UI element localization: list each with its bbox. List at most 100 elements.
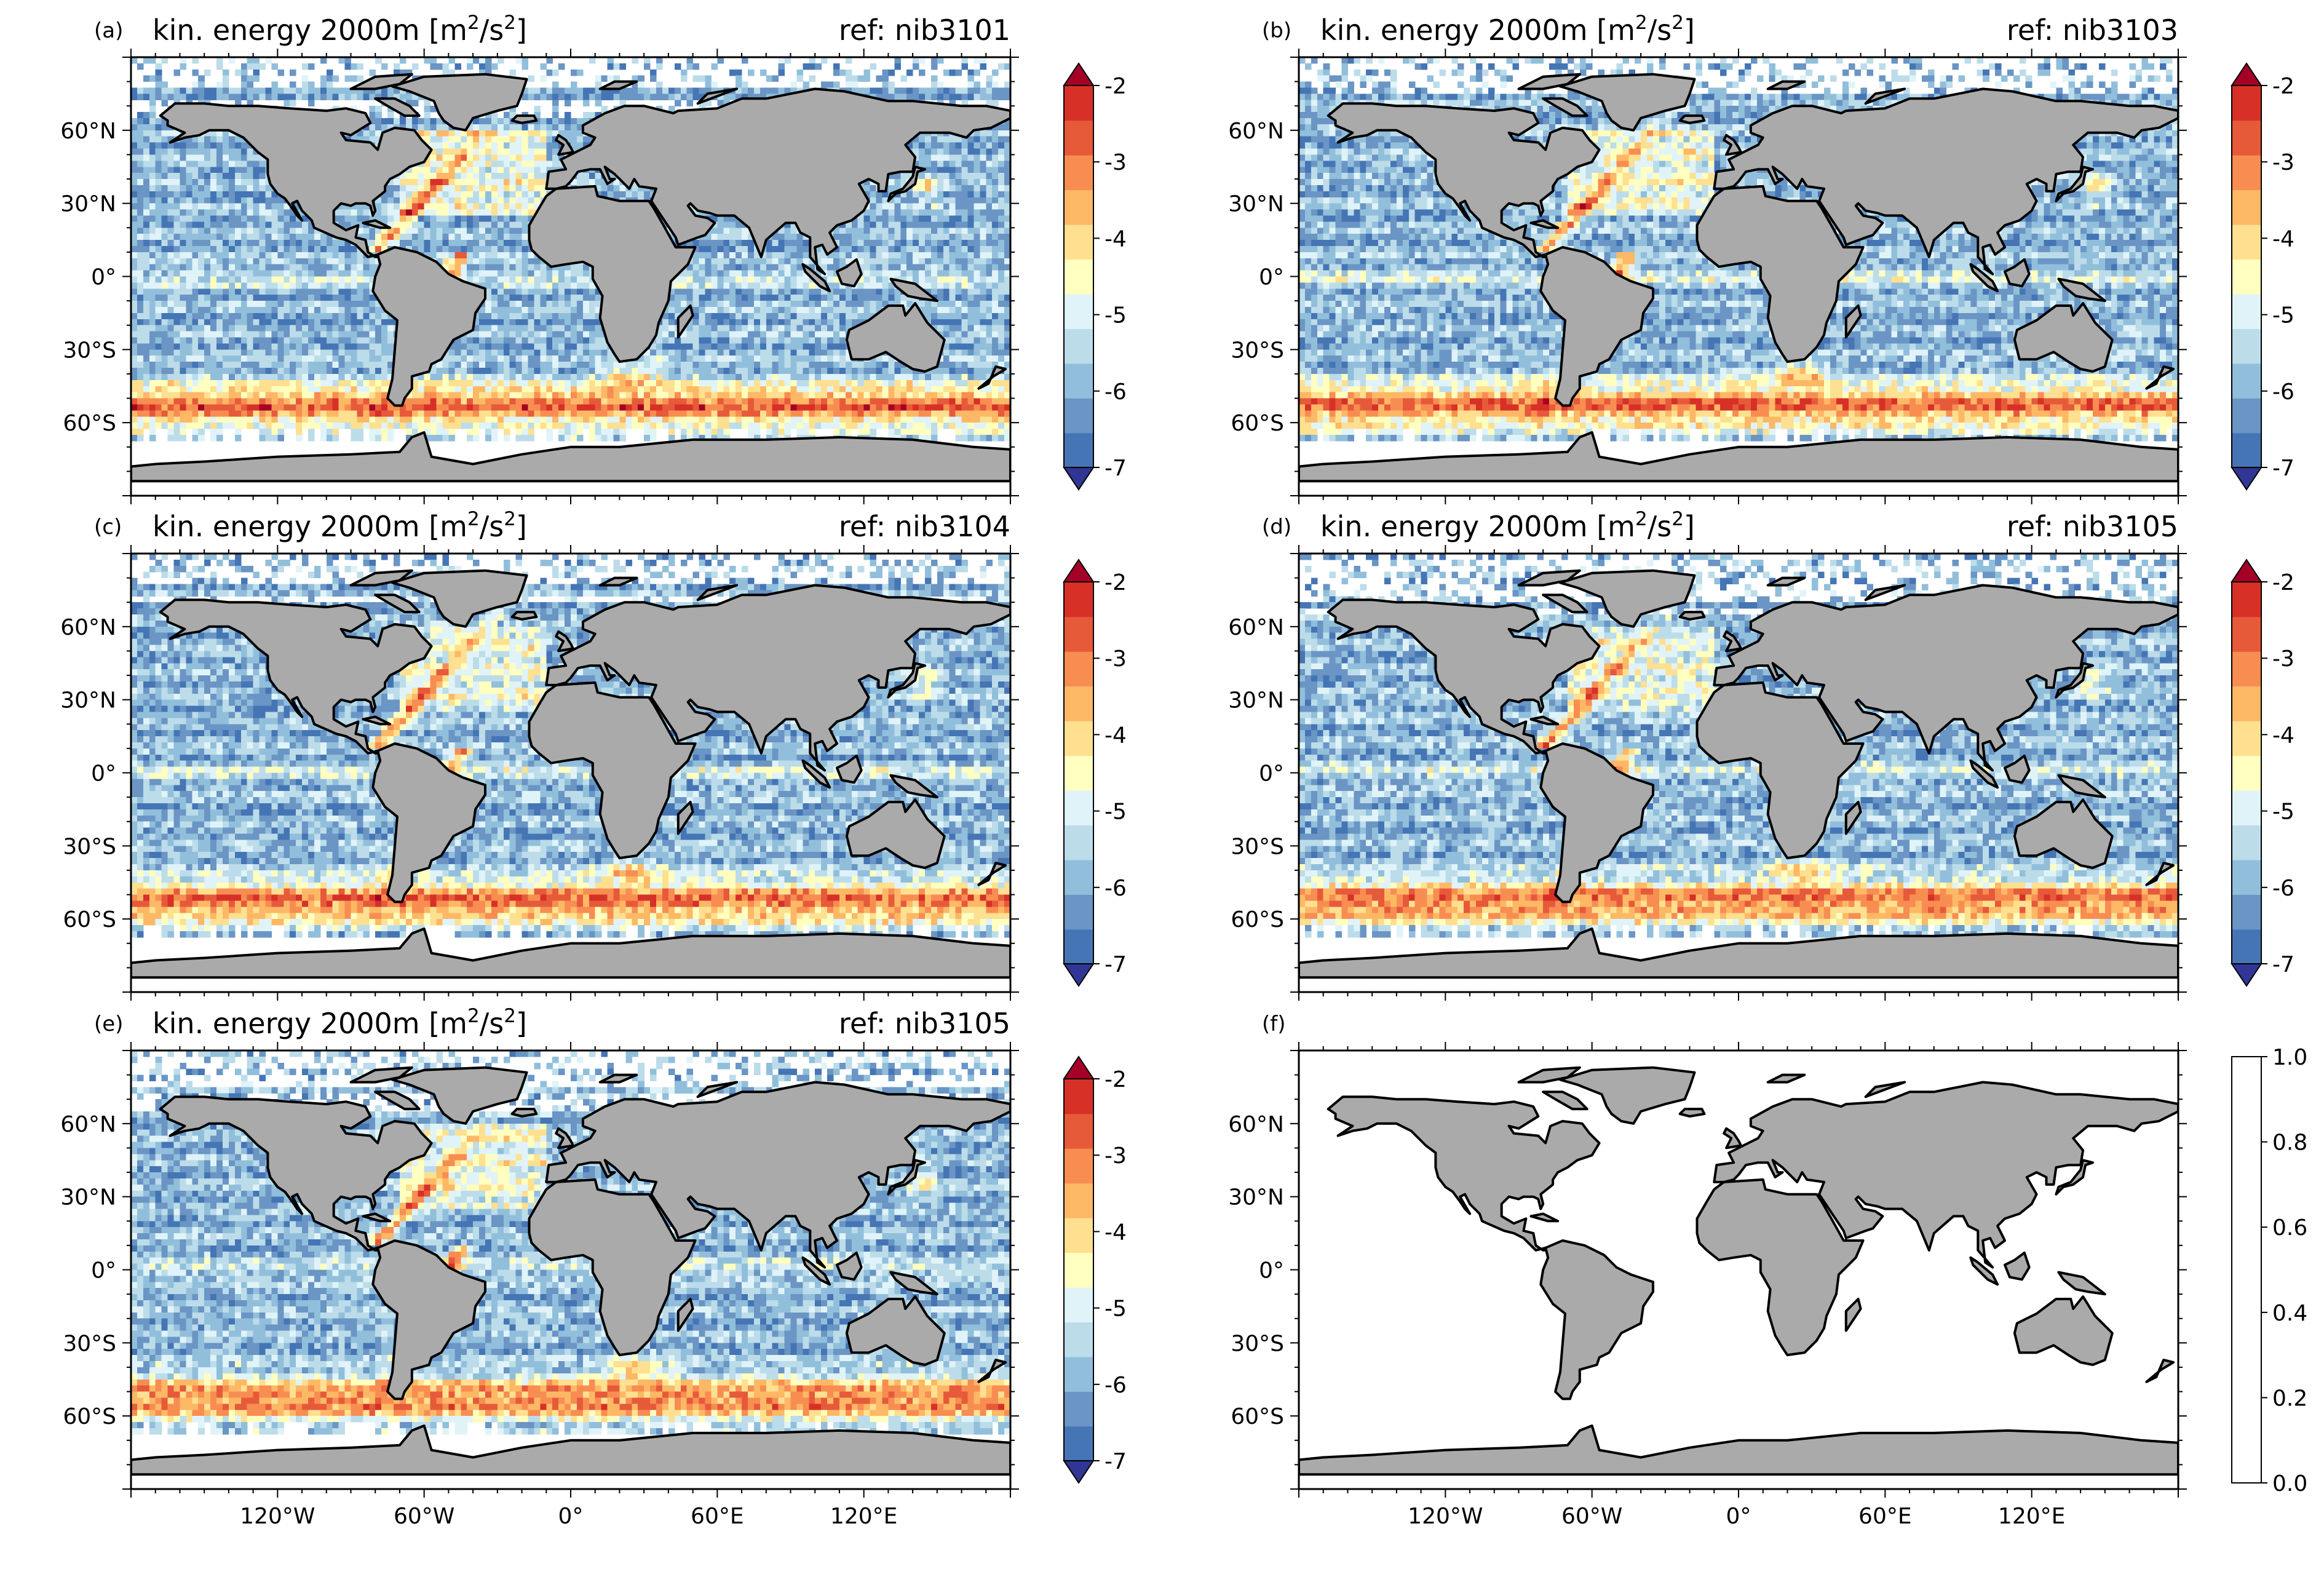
landmass-namerica [159,102,433,258]
colorbar-frame [1063,1078,1094,1461]
landmass-ellesmere [349,1066,413,1084]
latitude-tick-label: 60°S [1231,411,1284,436]
colorbar-segment [1064,755,1093,791]
colorbar-extend-min [2231,963,2263,987]
colorbar-segment [2232,929,2261,964]
land [131,569,1010,979]
colorbar-extend-max [2231,62,2263,86]
colorbar-segment [1064,1183,1093,1218]
colorbar-tick-label: -3 [1104,646,1127,672]
panel-reference: ref: nib3104 [839,510,1010,543]
landmass-cuba [362,715,392,726]
colorbar-segment [2232,224,2261,260]
landmass-japan [887,662,926,699]
landmass-sumatra [1969,263,1999,293]
latitude-tick-label: 60°S [63,907,116,932]
colorbar-segment [1064,686,1093,721]
colorbar: -2 -3 -4 -5 -6 -7 [1063,1055,1127,1484]
colorbar: -2 -3 -4 -5 -6 -7 [2231,558,2294,987]
landmass-africa [1695,1178,1865,1357]
colorbar-segment [1064,1287,1093,1322]
colorbar-segment [1064,120,1093,156]
colorbar-segment [1064,1426,1093,1461]
colorbar-segment [1064,894,1093,930]
longitude-tick-label: 120°E [1998,1504,2065,1529]
landmass-africa [1695,681,1865,860]
longitude-tick-label: 60°E [691,1504,744,1529]
landmass-sumatra [801,263,831,293]
colorbar-segment [1064,1356,1093,1392]
landmass-britain [555,1127,574,1150]
colorbar-segment [2232,432,2261,468]
landmass-japan [2055,1159,2094,1196]
latitude-tick-label: 60°N [60,1112,116,1137]
colorbar-segment [1064,1252,1093,1288]
panel-title: kin. energy 2000m [m2/s2] [153,1005,527,1040]
panel-reference: ref: nib3101 [839,14,1010,47]
colorbar-tick-label: -2 [1104,74,1127,99]
landmass-samerica [1539,1239,1654,1400]
colorbar-segment [1064,398,1093,434]
landmass-britain [555,133,574,156]
colorbar-segment [1064,189,1093,225]
landmass-australia [845,1295,946,1366]
longitude-tick-label: 120°W [240,1504,315,1529]
colorbar-segment [1064,1322,1093,1357]
colorbar-tick-label: -6 [1104,379,1127,405]
landmass-cuba [1529,1212,1560,1223]
colorbar-tick-label: -2 [2272,74,2294,99]
landmass-newguinea [2057,774,2106,799]
colorbar-segment [1064,1391,1093,1427]
landmass-greenland [1559,73,1696,132]
colorbar-segment [2232,259,2261,295]
colorbar-segment [1064,1113,1093,1149]
landmass-svalbard [598,576,638,587]
colorbar-tick-label: -6 [2272,876,2294,901]
panel-label: (c) [94,515,122,539]
colorbar-segment [1064,790,1093,825]
landmass-sumatra [801,1256,831,1286]
colorbar-segment [1064,1217,1093,1253]
colorbar-extend-max [1063,558,1095,582]
colorbar-tick-label: 0.6 [2272,1215,2307,1241]
latitude-tick-label: 30°S [63,834,116,859]
landmass-africa [528,681,697,860]
colorbar-frame [1063,581,1094,964]
landmass-japan [2055,662,2094,699]
landmass-namerica [159,1095,433,1252]
panel-label: (d) [1262,515,1291,539]
map-ticks [122,49,1019,504]
landmass-iceland [1678,611,1706,621]
landmass-newzealand [977,365,1007,390]
colorbar-tick-label: -4 [1104,723,1127,748]
colorbar-tick-label: -7 [2272,952,2294,977]
landmass-baffin [374,97,421,117]
colorbar-tick-label: 1.0 [2272,1045,2307,1070]
latitude-tick-label: 60°N [1228,1112,1284,1137]
colorbar-tick-label: -4 [2272,723,2294,748]
land [131,1066,1010,1476]
map-ticks [1290,545,2187,1001]
map-panel-d: 60°N 30°N 0° 30°S 60°S (d) kin. energy 2000m [… [1228,508,2294,1001]
colorbar-segment [2232,616,2261,652]
landmass-britain [1723,1127,1742,1150]
landmass-japan [2055,165,2094,202]
landmass-ellesmere [349,73,413,90]
landmass-samerica [1539,742,1654,904]
landmass-namerica [1327,1095,1601,1252]
latitude-tick-label: 30°S [63,338,116,363]
colorbar-segment [2232,85,2261,121]
panel-reference: ref: nib3105 [839,1007,1010,1040]
colorbar-segment [1064,293,1093,329]
landmass-madagascar [1844,1298,1862,1332]
latitude-tick-label: 60°S [1231,1404,1284,1429]
colorbar-segment [2232,651,2261,687]
landmass-ellesmere [349,569,413,587]
latitude-tick-label: 60°S [1231,907,1284,932]
colorbar-segment [2232,825,2261,860]
landmass-iceland [510,611,538,621]
colorbar-segment [2232,859,2261,895]
landmass-madagascar [1844,801,1862,835]
landmass-cuba [362,1212,392,1223]
